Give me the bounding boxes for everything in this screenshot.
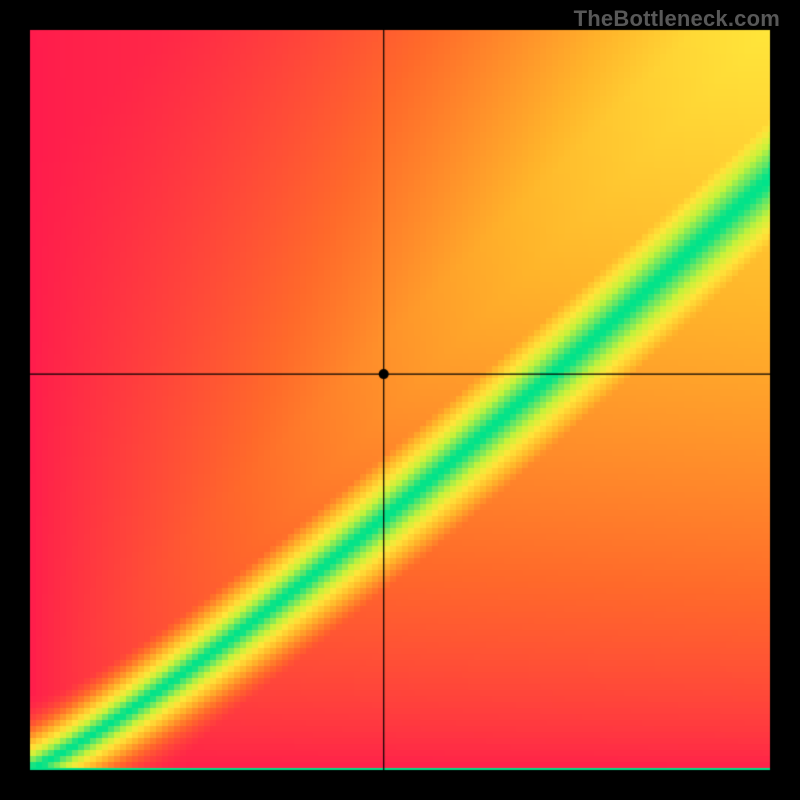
watermark-label: TheBottleneck.com xyxy=(574,6,780,32)
bottleneck-heatmap xyxy=(0,0,800,800)
chart-container: TheBottleneck.com xyxy=(0,0,800,800)
